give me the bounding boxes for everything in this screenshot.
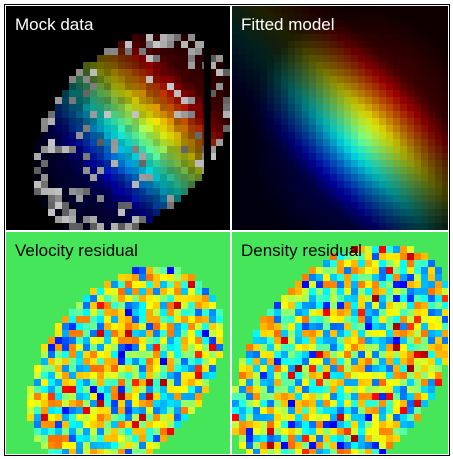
velocity-residual-image [6,232,230,454]
mock-data-panel: Mock data [6,6,230,230]
panel-title-mock-data: Mock data [15,15,94,34]
panel-title-fitted-model: Fitted model [241,15,335,34]
velocity-residual-panel: Velocity residual [6,232,230,454]
panel-title-density-residual: Density residual [241,241,362,260]
density-residual-image [232,232,448,454]
panel-title-velocity-residual: Velocity residual [15,241,138,260]
mock-data-image [6,6,230,230]
fitted-model-panel: Fitted model [232,6,448,230]
figure-grid: Mock data Fitted model Velocity residual… [4,4,450,456]
density-residual-panel: Density residual [232,232,448,454]
fitted-model-image [232,6,448,230]
